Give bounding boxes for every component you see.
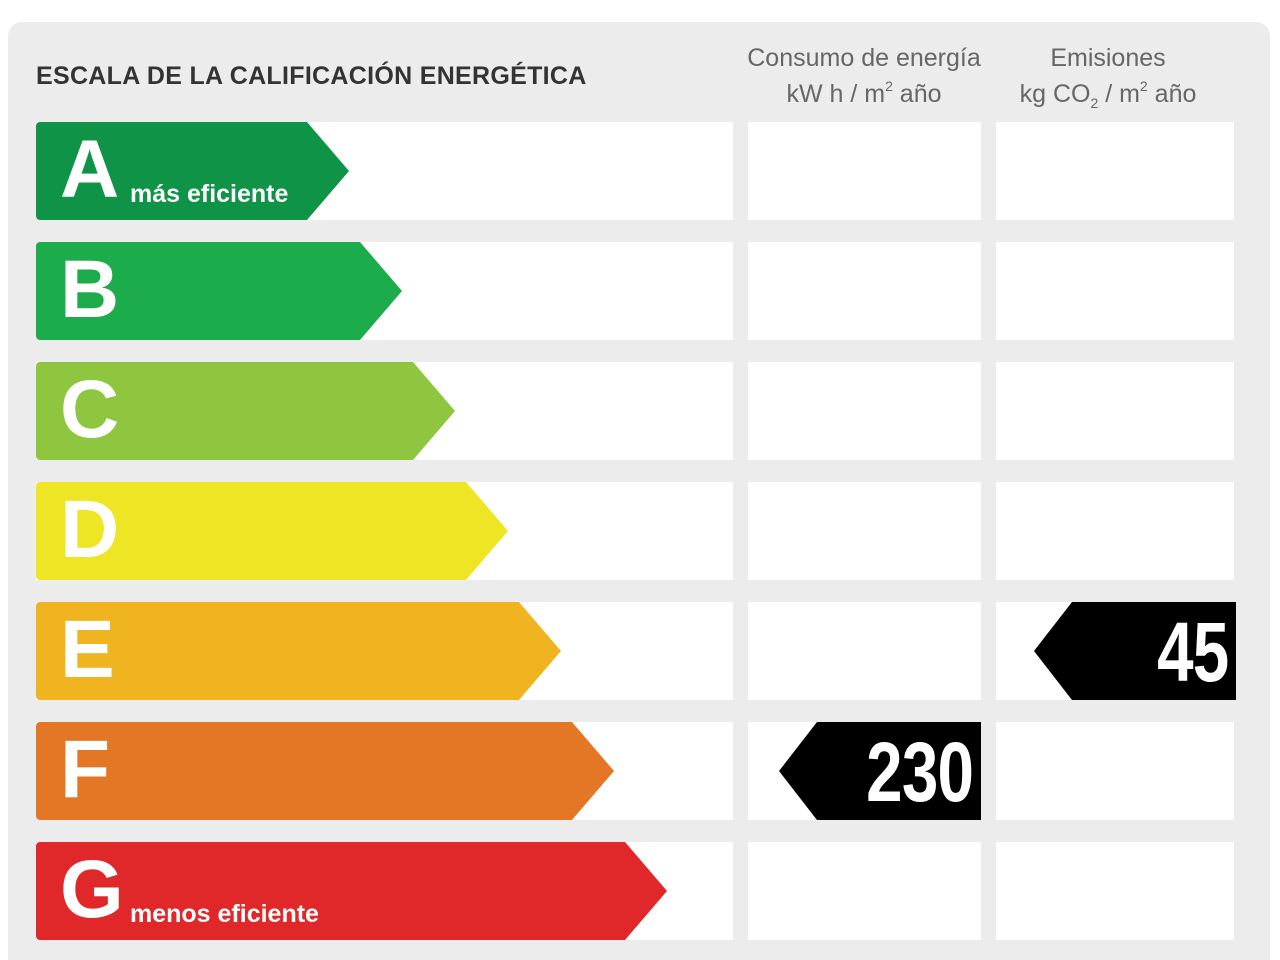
rating-letter: B — [60, 244, 120, 335]
consumo-header-units: kW h / m2 año — [786, 77, 942, 108]
consumo-header-line1: Consumo de energía — [747, 44, 981, 72]
emisiones-value: 45 — [1156, 605, 1229, 699]
consumo-cell — [748, 842, 981, 940]
emisiones-header: Emisiones kg CO2 / m2 año — [996, 40, 1220, 112]
rating-bar-cell: D — [36, 482, 733, 580]
emisiones-cell — [996, 362, 1234, 460]
rating-arrow-d: D — [36, 482, 508, 580]
emisiones-cell — [996, 722, 1234, 820]
rating-row-f: F 230 — [36, 722, 1236, 820]
rating-letter: G — [60, 844, 124, 935]
rating-letter: F — [60, 724, 111, 815]
emisiones-header-units: kg CO2 / m2 año — [1019, 77, 1197, 111]
rating-bar-cell: B — [36, 242, 733, 340]
consumo-cell — [748, 602, 981, 700]
scale-title: ESCALA DE LA CALIFICACIÓN ENERGÉTICA — [36, 62, 587, 90]
rating-letter: A — [60, 124, 120, 215]
rating-row-e: E 45 — [36, 602, 1236, 700]
rating-letter: C — [60, 364, 120, 455]
rating-letter: E — [60, 604, 115, 695]
rating-bar-cell: E — [36, 602, 733, 700]
consumo-cell — [748, 242, 981, 340]
emisiones-cell — [996, 482, 1234, 580]
consumo-value: 230 — [866, 725, 974, 819]
rating-arrow-c: C — [36, 362, 455, 460]
rating-bar-cell: C — [36, 362, 733, 460]
rating-bar-cell: F — [36, 722, 733, 820]
rating-row-d: D — [36, 482, 1236, 580]
consumo-cell: 230 — [748, 722, 981, 820]
rating-arrow-f: F — [36, 722, 614, 820]
emisiones-cell — [996, 122, 1234, 220]
emisiones-cell: 45 — [996, 602, 1236, 700]
rating-letter: D — [60, 484, 120, 575]
rating-row-b: B — [36, 242, 1236, 340]
rating-arrow-e: E — [36, 602, 561, 700]
consumo-header: Consumo de energía kW h / m2 año — [736, 40, 992, 112]
rating-sublabel: menos eficiente — [130, 900, 319, 928]
emisiones-header-line1: Emisiones — [1050, 44, 1166, 72]
consumo-value-marker: 230 — [779, 722, 981, 820]
emisiones-cell — [996, 842, 1234, 940]
emisiones-cell — [996, 242, 1234, 340]
consumo-cell — [748, 482, 981, 580]
rating-arrow-b: B — [36, 242, 402, 340]
emisiones-value-marker: 45 — [1034, 602, 1236, 700]
consumo-cell — [748, 362, 981, 460]
rating-sublabel: más eficiente — [130, 180, 289, 208]
consumo-cell — [748, 122, 981, 220]
rating-row-c: C — [36, 362, 1236, 460]
